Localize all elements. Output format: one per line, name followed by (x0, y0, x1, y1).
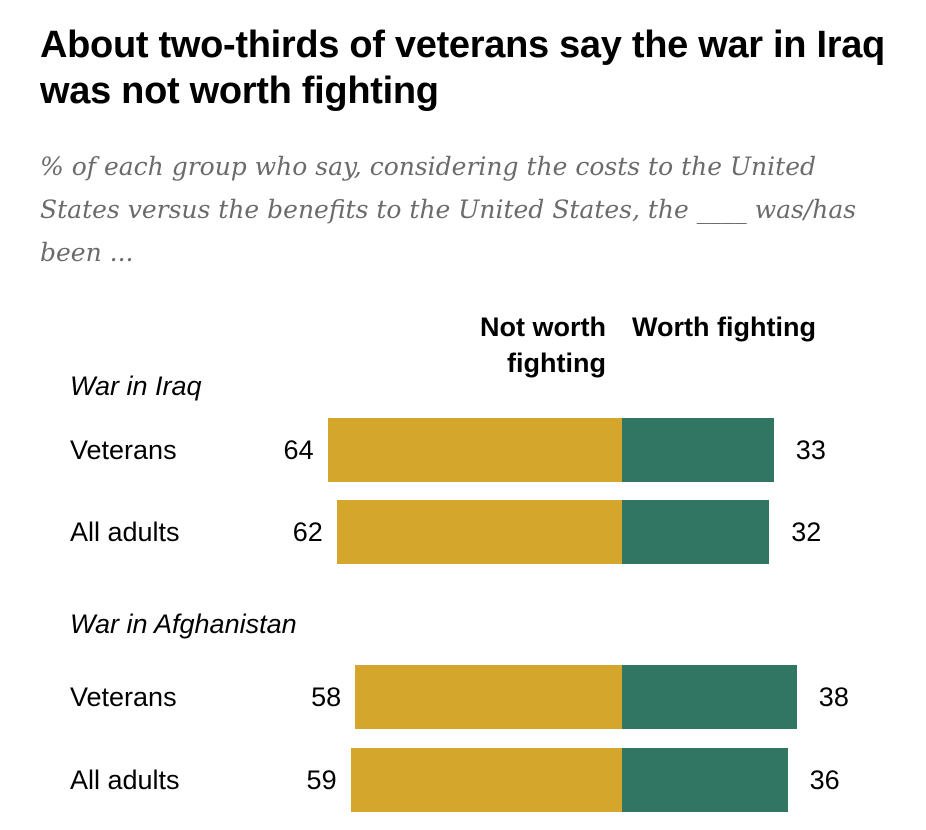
value-label-not-worth: 64 (283, 435, 314, 465)
chart-subtitle: % of each group who say, considering the… (40, 152, 857, 267)
bar-not-worth (327, 418, 622, 482)
bar-worth (622, 418, 774, 482)
row-label: Veterans (70, 682, 177, 712)
legend-not-worth: Not worth fighting (480, 312, 606, 378)
bar-worth (622, 748, 788, 812)
value-label-worth: 36 (809, 765, 840, 795)
group-label: War in Iraq (70, 371, 202, 401)
chart-title: About two-thirds of veterans say the war… (40, 24, 885, 112)
row-label: All adults (70, 517, 180, 547)
bar-worth (622, 500, 770, 564)
legend-worth: Worth fighting (632, 312, 816, 342)
row-label: All adults (70, 765, 180, 795)
row-label: Veterans (70, 435, 177, 465)
value-label-not-worth: 62 (292, 517, 323, 547)
value-label-worth: 38 (818, 682, 849, 712)
group-label: War in Afghanistan (70, 609, 297, 639)
value-label-not-worth: 59 (306, 765, 337, 795)
value-label-not-worth: 58 (311, 682, 342, 712)
bar-not-worth (355, 665, 622, 729)
bar-not-worth (336, 500, 622, 564)
bar-not-worth (350, 748, 622, 812)
bar-worth (622, 665, 797, 729)
value-label-worth: 33 (795, 435, 826, 465)
value-label-worth: 32 (791, 517, 822, 547)
